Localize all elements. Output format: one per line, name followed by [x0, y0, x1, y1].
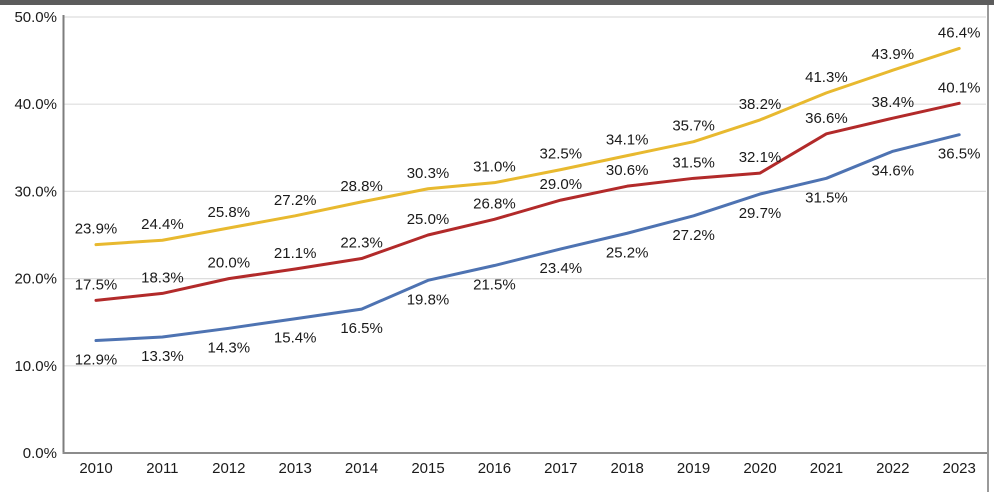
x-tick-label-2018: 2018: [611, 460, 644, 477]
series-line-top-series-yellow: [94, 46, 961, 247]
series-line-middle-series-red: [94, 101, 961, 302]
x-tick-label-2014: 2014: [345, 460, 378, 477]
data-label-middle-series-red-2016: 26.8%: [473, 195, 516, 212]
data-label-bottom-series-blue-2012: 14.3%: [208, 339, 251, 356]
data-label-top-series-yellow-2023: 46.4%: [938, 24, 981, 41]
data-label-top-series-yellow-2018: 34.1%: [606, 132, 649, 149]
data-label-middle-series-red-2018: 30.6%: [606, 162, 649, 179]
data-label-middle-series-red-2011: 18.3%: [141, 269, 184, 286]
data-label-bottom-series-blue-2013: 15.4%: [274, 330, 317, 347]
window-top-edge: [0, 0, 994, 5]
data-label-top-series-yellow-2021: 41.3%: [805, 69, 848, 86]
data-label-top-series-yellow-2016: 31.0%: [473, 159, 516, 176]
x-tick-label-2013: 2013: [279, 460, 312, 477]
data-label-bottom-series-blue-2014: 16.5%: [340, 320, 383, 337]
x-tick-label-2016: 2016: [478, 460, 511, 477]
y-tick-label-30: 30.0%: [14, 183, 57, 200]
x-tick-label-2023: 2023: [943, 460, 976, 477]
data-label-bottom-series-blue-2023: 36.5%: [938, 146, 981, 163]
series-line-bottom-series-blue: [94, 133, 961, 343]
data-label-bottom-series-blue-2016: 21.5%: [473, 277, 516, 294]
data-label-bottom-series-blue-2022: 34.6%: [872, 162, 915, 179]
data-label-middle-series-red-2010: 17.5%: [75, 276, 118, 293]
x-tick-label-2020: 2020: [743, 460, 776, 477]
data-label-middle-series-red-2019: 31.5%: [672, 154, 715, 171]
y-tick-label-50: 50.0%: [14, 9, 57, 26]
data-label-bottom-series-blue-2011: 13.3%: [141, 348, 184, 365]
data-label-top-series-yellow-2017: 32.5%: [540, 146, 583, 163]
data-label-bottom-series-blue-2020: 29.7%: [739, 205, 782, 222]
data-label-middle-series-red-2012: 20.0%: [208, 255, 251, 272]
data-label-middle-series-red-2023: 40.1%: [938, 79, 981, 96]
data-label-middle-series-red-2021: 36.6%: [805, 110, 848, 127]
y-tick-label-10: 10.0%: [14, 358, 57, 375]
data-label-top-series-yellow-2010: 23.9%: [75, 221, 118, 238]
x-tick-label-2019: 2019: [677, 460, 710, 477]
data-label-top-series-yellow-2019: 35.7%: [672, 118, 715, 135]
data-label-bottom-series-blue-2019: 27.2%: [672, 227, 715, 244]
data-label-middle-series-red-2017: 29.0%: [540, 176, 583, 193]
x-tick-label-2015: 2015: [411, 460, 444, 477]
x-tick-label-2011: 2011: [146, 460, 178, 477]
x-tick-label-2012: 2012: [212, 460, 245, 477]
data-label-top-series-yellow-2011: 24.4%: [141, 216, 184, 233]
y-tick-label-40: 40.0%: [14, 96, 57, 113]
data-label-middle-series-red-2015: 25.0%: [407, 211, 450, 228]
window-right-border: [987, 5, 989, 492]
data-label-bottom-series-blue-2021: 31.5%: [805, 189, 848, 206]
data-label-bottom-series-blue-2010: 12.9%: [75, 352, 118, 369]
y-tick-label-20: 20.0%: [14, 271, 57, 288]
data-label-middle-series-red-2013: 21.1%: [274, 245, 317, 262]
x-tick-label-2021: 2021: [810, 460, 843, 477]
data-label-top-series-yellow-2022: 43.9%: [872, 46, 915, 63]
data-label-bottom-series-blue-2015: 19.8%: [407, 291, 450, 308]
data-label-top-series-yellow-2020: 38.2%: [739, 96, 782, 113]
y-tick-label-0: 0.0%: [23, 445, 57, 462]
data-label-top-series-yellow-2014: 28.8%: [340, 178, 383, 195]
x-tick-label-2010: 2010: [79, 460, 112, 477]
data-label-middle-series-red-2014: 22.3%: [340, 235, 383, 252]
data-label-top-series-yellow-2013: 27.2%: [274, 192, 317, 209]
x-tick-label-2017: 2017: [544, 460, 577, 477]
data-label-bottom-series-blue-2018: 25.2%: [606, 244, 649, 261]
data-label-middle-series-red-2020: 32.1%: [739, 149, 782, 166]
x-tick-label-2022: 2022: [876, 460, 909, 477]
data-label-top-series-yellow-2015: 30.3%: [407, 165, 450, 182]
data-label-top-series-yellow-2012: 25.8%: [208, 204, 251, 221]
data-label-bottom-series-blue-2017: 23.4%: [540, 260, 583, 277]
data-label-middle-series-red-2022: 38.4%: [872, 94, 915, 111]
